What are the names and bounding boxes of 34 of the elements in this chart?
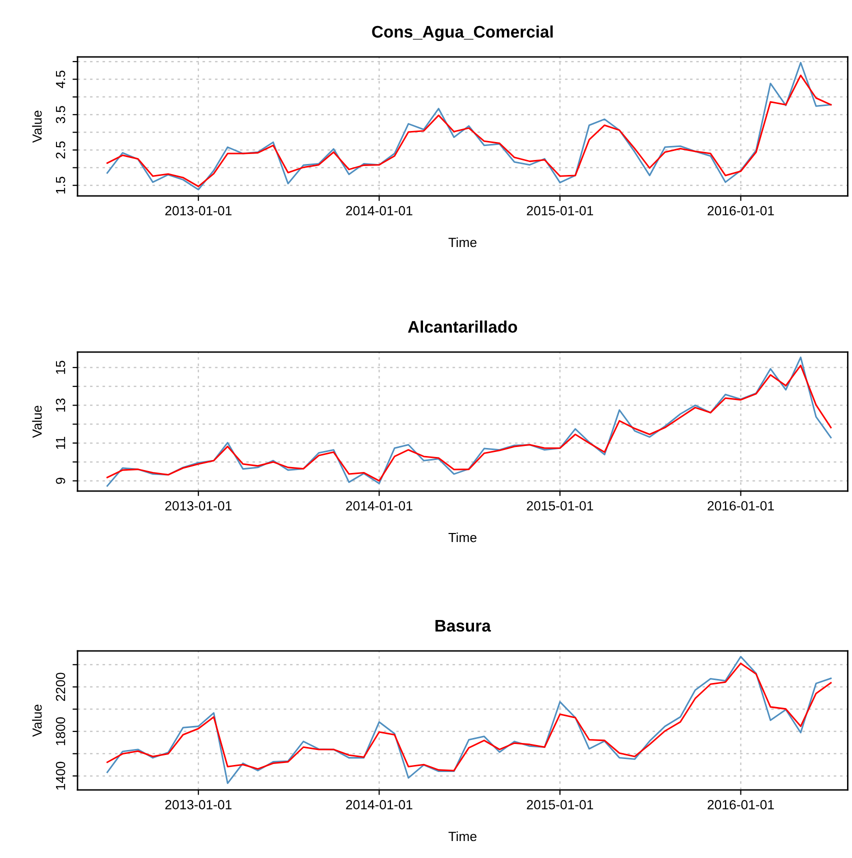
line-series (106, 662, 832, 772)
y-tick-label: 13 (56, 398, 66, 412)
x-tick-label: 2014-01-01 (346, 501, 412, 510)
y-tick-label: 15 (56, 360, 66, 374)
y-tick-label: 9 (56, 478, 66, 484)
x-tick-label: 2013-01-01 (165, 800, 232, 810)
chart-title: Cons_Agua_Comercial (372, 25, 553, 42)
y-tick-label: 1.5 (56, 176, 66, 194)
y-axis-title: Value (32, 110, 42, 143)
y-tick-label: 3.5 (56, 106, 66, 124)
x-tick-label: 2016-01-01 (708, 800, 774, 810)
y-tick-label: 1400 (56, 762, 66, 790)
y-axis-title: Value (32, 704, 42, 737)
x-tick-label: 2016-01-01 (708, 501, 774, 510)
x-tick-label: 2014-01-01 (346, 800, 412, 810)
y-axis-title: Value (32, 406, 42, 438)
x-axis-title: Time (448, 237, 476, 248)
line-series (106, 656, 832, 784)
y-tick-label: 11 (56, 436, 66, 449)
x-tick-label: 2013-01-01 (165, 501, 232, 510)
x-tick-label: 2013-01-01 (165, 206, 232, 216)
chart-title: Basura (435, 620, 491, 632)
y-tick-label: 1800 (56, 717, 66, 746)
x-tick-label: 2015-01-01 (526, 800, 594, 810)
y-tick-label: 2200 (56, 672, 66, 701)
chart-title: Alcantarillado (408, 320, 518, 333)
y-tick-label: 2.5 (56, 141, 66, 158)
x-tick-label: 2014-01-01 (346, 206, 412, 216)
x-tick-label: 2016-01-01 (708, 206, 774, 216)
y-tick-label: 4.5 (56, 70, 66, 88)
x-axis-title: Time (448, 831, 476, 842)
x-tick-label: 2015-01-01 (526, 206, 594, 216)
x-axis-title: Time (448, 532, 476, 542)
x-tick-label: 2015-01-01 (526, 501, 594, 510)
